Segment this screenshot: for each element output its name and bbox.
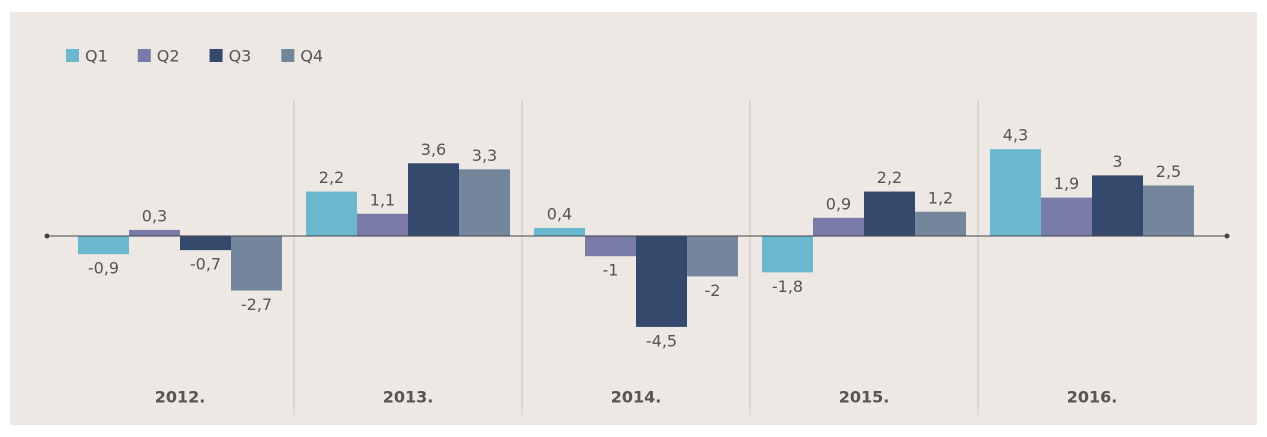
bar bbox=[357, 213, 408, 236]
bar bbox=[459, 169, 510, 236]
legend-label: Q4 bbox=[300, 47, 323, 66]
value-label: 0,9 bbox=[826, 194, 851, 213]
legend-swatch bbox=[66, 49, 79, 62]
bar bbox=[180, 236, 231, 251]
category-label: 2013. bbox=[383, 388, 434, 407]
value-label: -1 bbox=[603, 261, 619, 280]
legend-swatch bbox=[209, 49, 223, 62]
value-label: -0,9 bbox=[88, 259, 119, 278]
bar bbox=[864, 191, 915, 236]
legend-swatch bbox=[281, 49, 295, 62]
category-label: 2015. bbox=[839, 388, 890, 407]
category-label: 2014. bbox=[611, 388, 662, 407]
value-label: 0,3 bbox=[142, 206, 167, 225]
bar bbox=[636, 236, 687, 327]
bar bbox=[762, 236, 813, 273]
bar bbox=[534, 227, 585, 236]
legend-label: Q3 bbox=[229, 47, 252, 66]
value-label: 1,9 bbox=[1054, 174, 1079, 193]
bar bbox=[1041, 197, 1092, 236]
bar bbox=[129, 229, 180, 236]
legend-label: Q2 bbox=[157, 47, 180, 66]
value-label: -2 bbox=[705, 281, 721, 300]
bar bbox=[687, 236, 738, 277]
value-label: 0,4 bbox=[547, 204, 572, 223]
bar bbox=[306, 191, 357, 236]
value-label: 2,5 bbox=[1156, 162, 1181, 181]
legend-swatch bbox=[137, 49, 151, 62]
bar bbox=[915, 211, 966, 236]
axis-end bbox=[1224, 233, 1230, 239]
category-label: 2016. bbox=[1067, 388, 1118, 407]
legend-label: Q1 bbox=[85, 47, 108, 66]
value-label: 1,1 bbox=[370, 190, 395, 209]
axis-end bbox=[44, 233, 50, 239]
value-label: 3 bbox=[1112, 152, 1122, 171]
value-label: -1,8 bbox=[772, 277, 803, 296]
value-label: 2,2 bbox=[877, 168, 902, 187]
value-label: 2,2 bbox=[319, 168, 344, 187]
value-label: -2,7 bbox=[241, 295, 272, 314]
value-label: -4,5 bbox=[646, 331, 677, 350]
value-label: 3,6 bbox=[421, 140, 446, 159]
value-label: 1,2 bbox=[928, 188, 953, 207]
bar bbox=[1092, 175, 1143, 236]
category-label: 2012. bbox=[155, 388, 206, 407]
bar bbox=[408, 163, 459, 236]
bar bbox=[585, 236, 636, 257]
bar bbox=[78, 236, 129, 255]
bar bbox=[813, 217, 864, 236]
bar bbox=[231, 236, 282, 291]
bar bbox=[990, 149, 1041, 236]
value-label: 4,3 bbox=[1003, 126, 1028, 145]
bar bbox=[1143, 185, 1194, 236]
value-label: 3,3 bbox=[472, 146, 497, 165]
value-label: -0,7 bbox=[190, 255, 221, 274]
